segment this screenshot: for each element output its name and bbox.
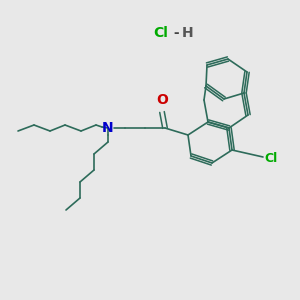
Text: O: O	[156, 93, 168, 107]
Text: -: -	[169, 26, 184, 40]
Text: Cl: Cl	[264, 152, 277, 164]
Text: N: N	[102, 121, 114, 135]
Text: Cl: Cl	[153, 26, 168, 40]
Text: H: H	[182, 26, 194, 40]
